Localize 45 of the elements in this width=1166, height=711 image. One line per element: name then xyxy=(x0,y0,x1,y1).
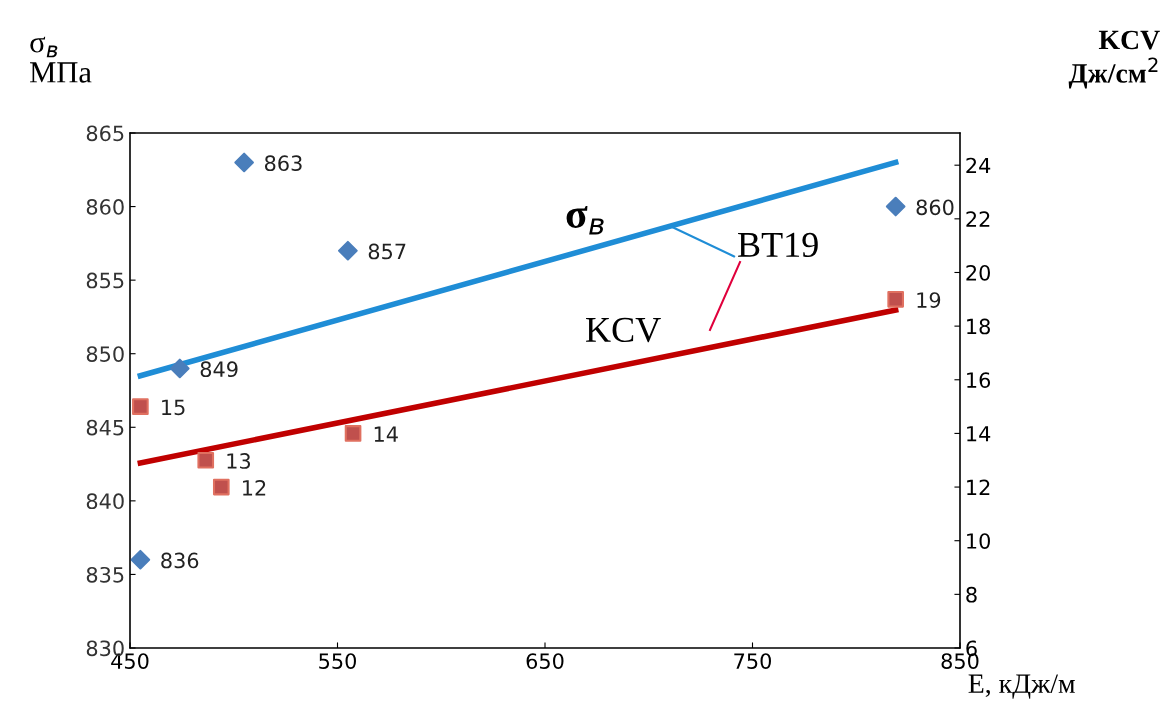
y-tick-label: 835 xyxy=(86,566,124,583)
point xyxy=(344,425,362,442)
x-tick-label: 750 xyxy=(734,653,771,669)
y-tick-label: 860 xyxy=(86,199,124,215)
point xyxy=(197,451,215,469)
point xyxy=(130,549,151,570)
data-label: 857 xyxy=(368,243,406,260)
data-label: 836 xyxy=(161,552,199,569)
y-tick-label: 855 xyxy=(86,272,124,289)
point xyxy=(169,358,190,379)
point xyxy=(212,478,230,496)
y-tick-label: 850 xyxy=(86,346,124,362)
y2-tick-label: 10 xyxy=(967,533,990,549)
data-label: 849 xyxy=(200,361,238,378)
x-axis-title: E, кДж/м xyxy=(968,674,1075,699)
y-tick-label: 840 xyxy=(86,493,124,510)
annotation: σ$_{в}$ xyxy=(566,205,604,235)
x-tick-label: 650 xyxy=(526,653,564,669)
point xyxy=(885,196,906,217)
y2-tick-label: 24 xyxy=(966,157,991,174)
y-axis-title: σ$_{в}$ МПа xyxy=(30,36,92,83)
y2-tick-label: 16 xyxy=(967,372,991,388)
data-label: 14 xyxy=(374,426,398,442)
annotation: KCV xyxy=(586,317,661,343)
point xyxy=(887,290,904,308)
y2-axis-title: KCV Дж/см$^{2}$ xyxy=(1068,30,1160,89)
data-label: 860 xyxy=(916,199,954,216)
data-label: 12 xyxy=(243,479,266,496)
y2-tick-label: 8 xyxy=(966,586,977,603)
y-tick-label: 865 xyxy=(86,125,124,142)
data-label: 19 xyxy=(917,292,941,308)
y2-tick-label: 12 xyxy=(967,479,990,495)
annotation: BT19 xyxy=(738,232,818,258)
data-label: 13 xyxy=(227,453,251,469)
y2-tick-label: 14 xyxy=(967,426,991,442)
x-tick-label: 550 xyxy=(319,653,356,669)
y2-tick-label: 18 xyxy=(967,318,990,335)
point xyxy=(338,240,358,261)
data-label: 15 xyxy=(162,399,185,416)
point xyxy=(234,152,254,173)
y-tick-label: 845 xyxy=(86,419,124,436)
y2-tick-label: 20 xyxy=(966,264,990,281)
data-label: 863 xyxy=(264,155,302,172)
point xyxy=(132,398,149,415)
y2-tick-label: 22 xyxy=(966,211,990,227)
